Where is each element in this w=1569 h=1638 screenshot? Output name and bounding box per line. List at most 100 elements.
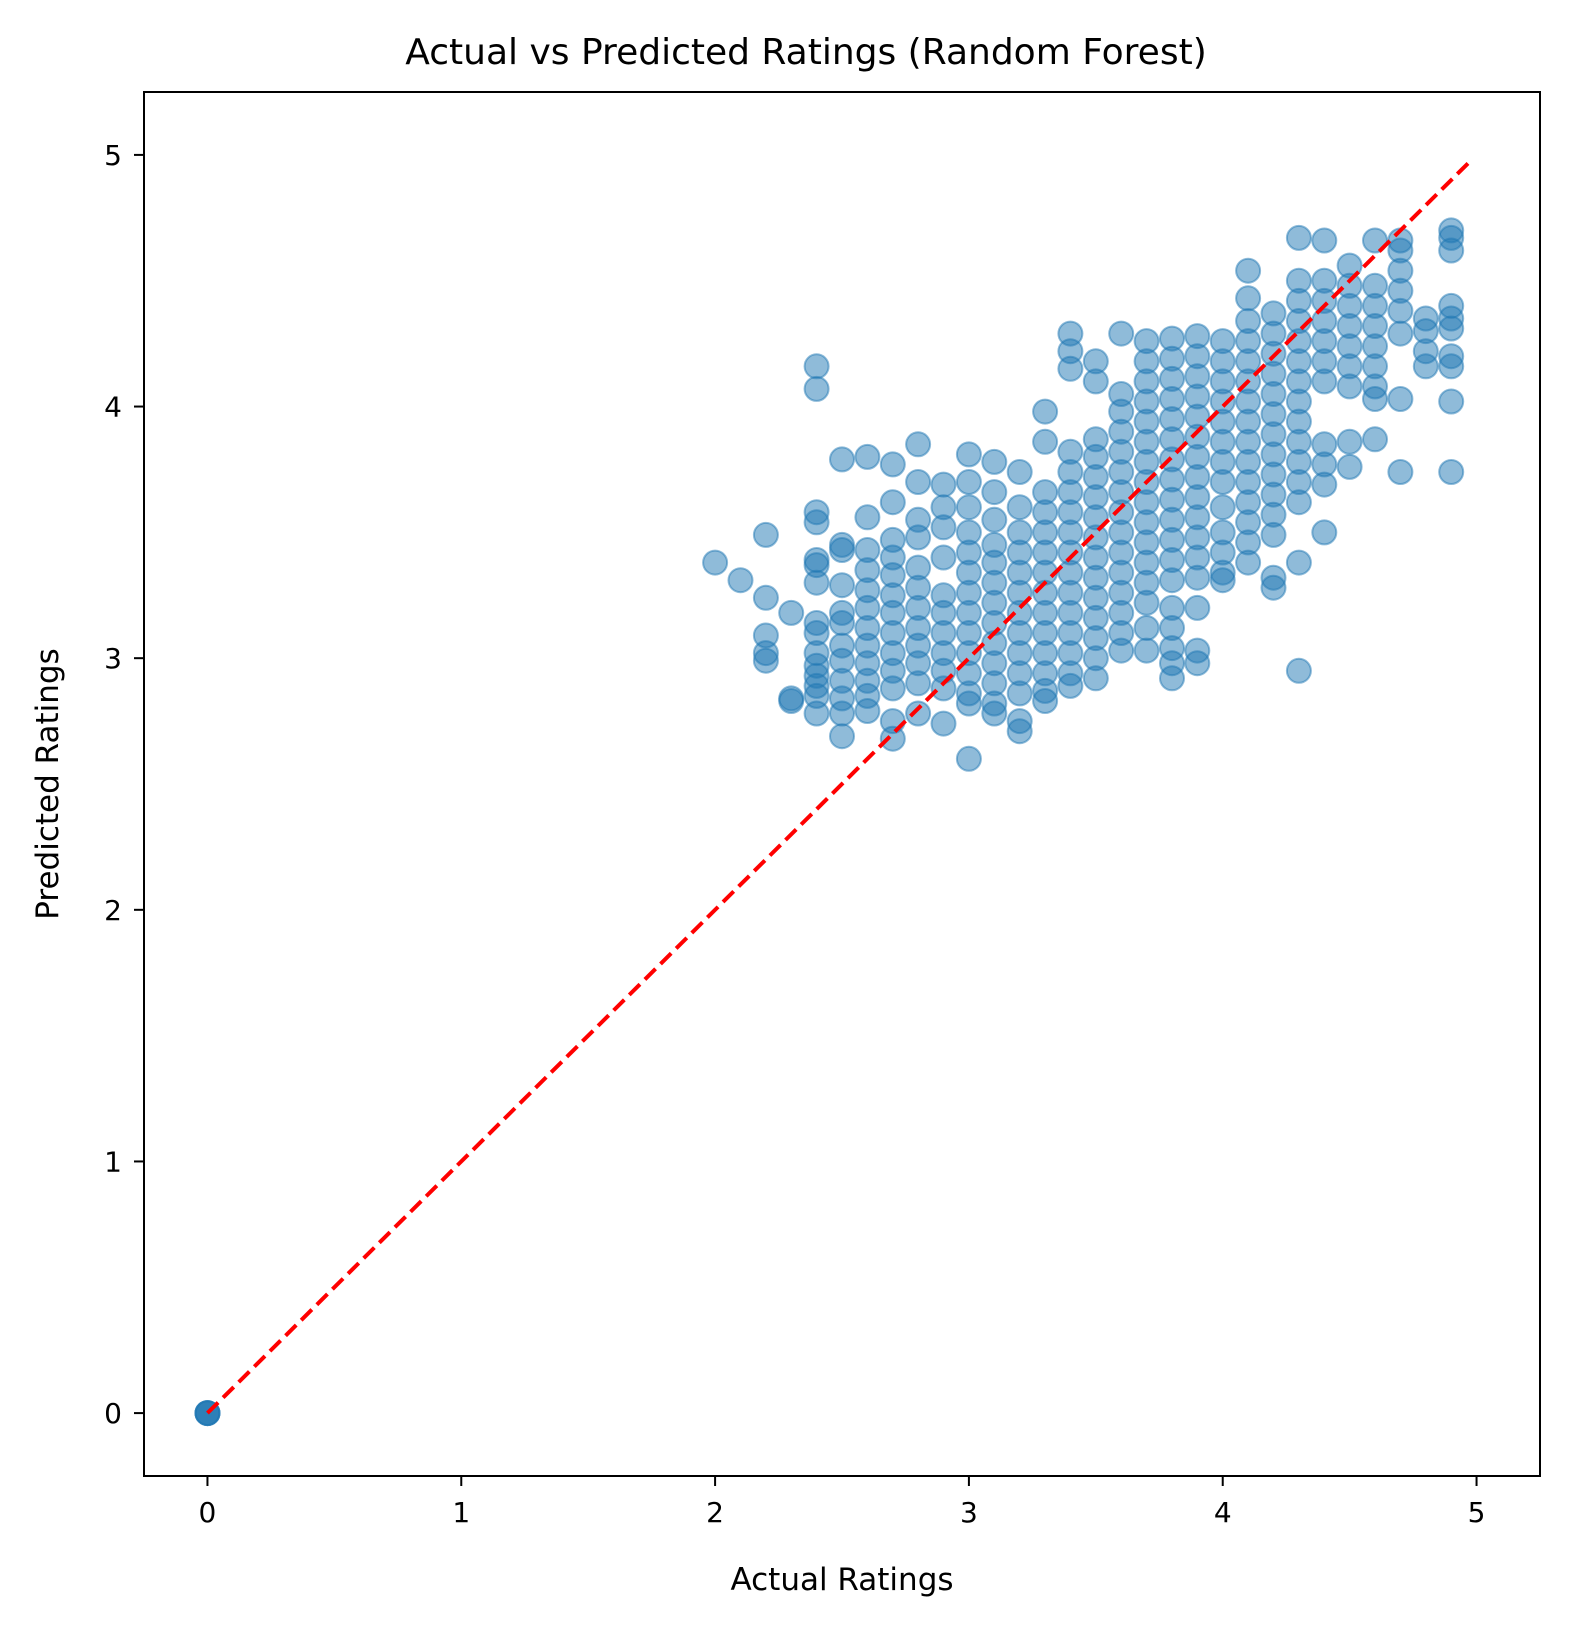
scatter-point [803,569,830,596]
scatter-point [981,479,1008,506]
scatter-point [803,700,830,727]
scatter-point [1260,521,1287,548]
scatter-point [1133,615,1160,641]
scatter-point [1209,567,1236,594]
scatter-point [1260,574,1287,601]
scatter-point [1209,494,1236,521]
scatter-point [1387,459,1414,485]
scatter-point [1438,388,1465,415]
scatter-point [1285,489,1312,516]
scatter-point [905,431,932,458]
x-tick-label: 2 [706,1496,724,1529]
scatter-point [1108,637,1135,664]
scatter-point [1412,353,1439,380]
scatter-point [803,353,830,380]
x-tick-label: 1 [452,1496,470,1529]
scatter-point [1285,657,1312,684]
scatter-point [905,469,932,495]
scatter-point [1387,386,1414,412]
scatter-point [1032,398,1059,425]
scatter-point [829,446,855,473]
scatter-point [829,610,855,636]
scatter-point [981,448,1008,475]
y-axis-ticks: 0 1 2 3 4 5 [104,139,144,1430]
scatter-point [1387,320,1414,347]
scatter-point [879,675,906,702]
scatter-point [955,494,982,521]
scatter-point [1057,355,1084,382]
scatter-point [879,451,906,478]
y-tick-label: 0 [104,1397,122,1430]
scatter-point [1057,672,1084,699]
scatter-point [1362,227,1388,254]
scatter-point [955,745,982,772]
scatter-point [1438,459,1465,485]
scatter-point [854,443,881,470]
x-axis-ticks: 0 1 2 3 4 5 [199,1476,1486,1529]
scatter-point [905,524,932,551]
chart-title: Actual vs Predicted Ratings (Random Fore… [405,32,1207,73]
scatter-point [1235,549,1262,576]
x-tick-label: 5 [1468,1496,1486,1529]
y-tick-label: 2 [104,894,122,927]
scatter-point [803,375,830,402]
scatter-point [854,504,881,531]
scatter-point [1285,549,1312,576]
plot-frame [143,91,1541,1477]
scatter-point [1235,257,1262,284]
scatter-point [1336,453,1363,480]
x-tick-label: 4 [1214,1496,1232,1529]
scatter-point [1159,567,1185,594]
scatter-points [194,217,1465,1427]
y-tick-label: 5 [104,139,122,172]
scatter-point [1311,471,1338,498]
scatter-point [930,544,957,571]
scatter-point [981,700,1008,727]
scatter-point [905,700,932,727]
scatter-point [1006,494,1033,521]
scatter-point [955,441,982,468]
scatter-point [829,572,855,599]
scatter-point [752,521,779,548]
scatter-point [1336,428,1363,455]
scatter-point [879,725,906,752]
scatter-point [1362,426,1388,453]
scatter-point [1006,459,1033,485]
scatter-point [1032,428,1059,455]
scatter-point [1438,315,1465,342]
scatter-point [930,514,957,541]
scatter-point [1209,469,1236,495]
scatter-point [1184,650,1211,677]
scatter-point [1311,519,1338,546]
y-tick-label: 1 [104,1145,122,1178]
scatter-point [1336,373,1363,400]
scatter-point [1387,297,1414,324]
x-tick-label: 3 [960,1496,978,1529]
x-tick-label: 0 [199,1496,217,1529]
scatter-point [1184,594,1211,621]
scatter-point [1311,227,1338,254]
scatter-point [1362,386,1388,412]
scatter-point [702,549,729,576]
scatter-point [905,670,932,697]
scatter-point [1438,237,1465,264]
scatter-point [1108,320,1135,347]
scatter-point [930,471,957,498]
scatter-point [1235,285,1262,312]
scatter-point [879,489,906,516]
scatter-point [1285,224,1312,251]
scatter-point [955,690,982,717]
scatter-point [752,640,779,667]
scatter-point [752,584,779,611]
scatter-point [727,567,754,594]
reference-line [206,158,1473,1415]
scatter-point [1184,564,1211,591]
scatter-point [1311,368,1338,395]
scatter-point [803,509,830,536]
scatter-point [981,506,1008,533]
scatter-point [955,469,982,495]
scatter-point [1006,680,1033,707]
scatter-point [930,710,957,737]
scatter-point [829,537,855,563]
